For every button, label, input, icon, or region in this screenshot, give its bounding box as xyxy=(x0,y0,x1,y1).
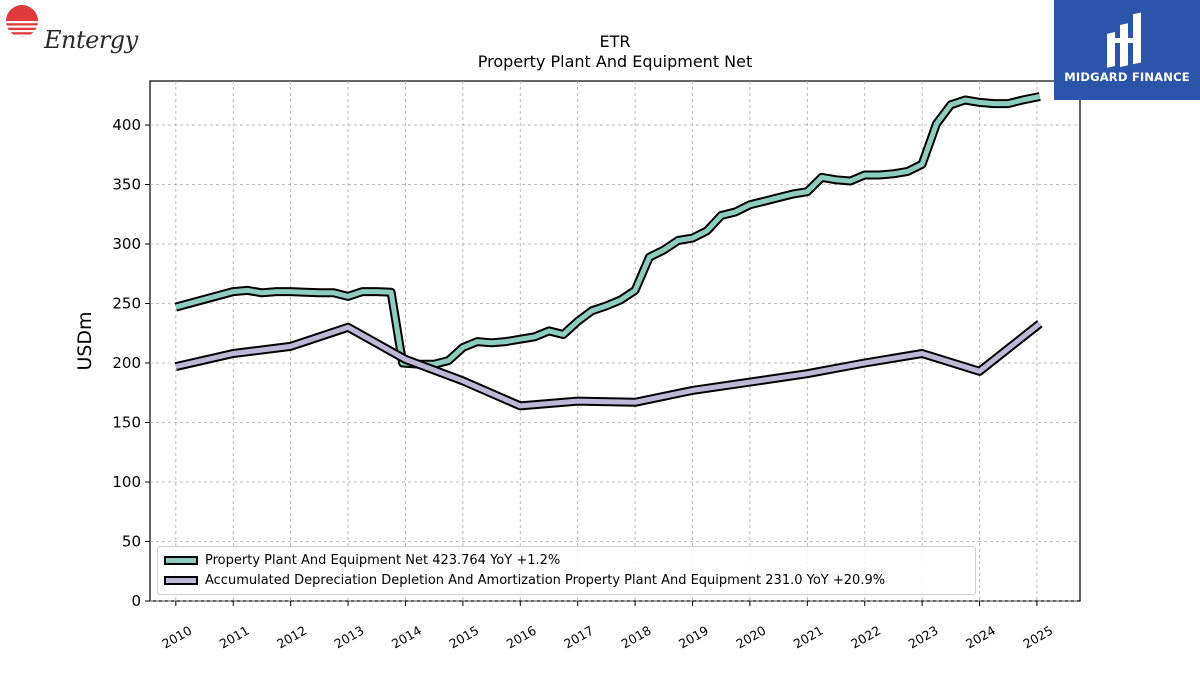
y-axis-label: USDm xyxy=(74,311,96,370)
y-tick-label: 150 xyxy=(112,414,141,432)
y-tick-label: 250 xyxy=(112,295,141,313)
legend-label-accum-depreciation: Accumulated Depreciation Depletion And A… xyxy=(205,572,886,588)
y-tick-label: 50 xyxy=(122,533,141,551)
x-tick-label: 2012 xyxy=(274,623,309,652)
x-tick-label: 2018 xyxy=(619,623,654,652)
x-tick-label: 2023 xyxy=(906,623,941,652)
y-tick-label: 100 xyxy=(112,473,141,491)
x-tick-label: 2016 xyxy=(504,623,539,652)
grid-layer xyxy=(150,81,1080,602)
x-axis: 2010 2011 2012 2013 2014 2015 2016 2017 2018 2019… xyxy=(159,601,1055,652)
chart-subtitle: Property Plant And Equipment Net xyxy=(477,52,753,71)
y-tick-label: 0 xyxy=(131,592,141,610)
series-line xyxy=(175,321,1042,409)
series-line-outline xyxy=(174,92,1041,369)
entergy-logo: Entergy xyxy=(4,4,138,56)
y-tick-label: 350 xyxy=(112,176,141,194)
midgard-emblem-icon xyxy=(1107,12,1141,68)
legend-item-ppe-net: Property Plant And Equipment Net 423.764… xyxy=(164,550,560,570)
x-tick-label: 2017 xyxy=(561,623,596,652)
legend-label-ppe-net: Property Plant And Equipment Net 423.764… xyxy=(205,552,561,568)
x-tick-label: 2022 xyxy=(848,623,883,652)
y-tick-label: 200 xyxy=(112,354,141,372)
series-line-outline xyxy=(174,320,1043,411)
x-tick-label: 2010 xyxy=(159,623,194,652)
x-tick-label: 2021 xyxy=(791,623,826,652)
sun-icon xyxy=(4,5,40,37)
x-tick-label: 2024 xyxy=(963,623,998,652)
series-line xyxy=(175,94,1041,367)
series-1 xyxy=(174,320,1043,411)
x-tick-label: 2011 xyxy=(217,623,252,652)
midgard-finance-logo: MIDGARD FINANCE xyxy=(1054,0,1200,100)
series-layer xyxy=(174,92,1043,411)
legend-swatch-ppe-net xyxy=(164,555,198,565)
y-tick-label: 300 xyxy=(112,235,141,253)
series-0 xyxy=(174,92,1041,369)
midgard-wordmark: MIDGARD FINANCE xyxy=(1064,70,1190,84)
plot-frame xyxy=(149,80,1081,602)
x-tick-label: 2014 xyxy=(389,623,424,652)
y-axis: 0 50 100 150 200 250 300 350 400 xyxy=(112,116,150,610)
x-tick-label: 2025 xyxy=(1020,623,1055,652)
chart-title: ETR xyxy=(599,32,631,51)
legend-swatch-accum-depreciation xyxy=(164,575,198,585)
chart-legend: Property Plant And Equipment Net 423.764… xyxy=(157,546,976,595)
entergy-wordmark: Entergy xyxy=(44,26,138,54)
x-tick-label: 2013 xyxy=(332,623,367,652)
x-tick-label: 2019 xyxy=(676,623,711,652)
x-tick-label: 2015 xyxy=(446,623,481,652)
x-tick-label: 2020 xyxy=(733,623,768,652)
legend-item-accum-depreciation: Accumulated Depreciation Depletion And A… xyxy=(164,570,885,590)
y-tick-label: 400 xyxy=(112,116,141,134)
